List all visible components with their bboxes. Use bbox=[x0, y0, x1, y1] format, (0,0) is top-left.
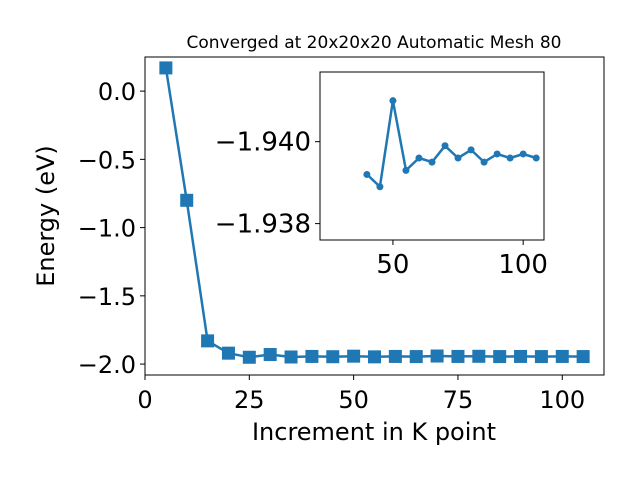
main-data-point bbox=[472, 349, 486, 363]
main-x-tick-label: 100 bbox=[539, 386, 585, 414]
main-data-point bbox=[221, 346, 235, 360]
inset-data-point bbox=[441, 142, 449, 150]
main-x-tick-label: 50 bbox=[338, 386, 369, 414]
main-plot: 0 25 50 75 100 0.0 −0.5 −1.0 −1.5 −2.0 bbox=[78, 56, 605, 414]
main-x-tick-label: 25 bbox=[234, 386, 265, 414]
main-data-point bbox=[430, 349, 444, 363]
main-data-point bbox=[409, 350, 423, 364]
chart-title: Converged at 20x20x20 Automatic Mesh 80 bbox=[187, 33, 562, 53]
main-y-tick-label: −1.5 bbox=[78, 283, 136, 311]
main-frame bbox=[144, 56, 605, 376]
main-data-point bbox=[555, 349, 569, 363]
inset-data-point bbox=[415, 154, 423, 162]
inset-data-point bbox=[480, 158, 488, 166]
main-data-point bbox=[201, 334, 215, 348]
main-data-point bbox=[159, 61, 173, 75]
main-data-point bbox=[388, 349, 402, 363]
inset-data-point bbox=[402, 166, 410, 174]
inset-y-tick-label: −1.940 bbox=[215, 128, 311, 158]
inset-plot: 50 100 −1.940 −1.938 bbox=[215, 71, 548, 280]
main-y-tick-label: −0.5 bbox=[78, 146, 136, 174]
main-data-point bbox=[242, 350, 256, 364]
y-axis-label: Energy (eV) bbox=[32, 145, 60, 287]
main-data-point bbox=[576, 350, 590, 364]
main-data-point bbox=[451, 349, 465, 363]
inset-y-tick-label: −1.938 bbox=[215, 210, 311, 240]
main-data-point bbox=[534, 350, 548, 364]
inset-data-point bbox=[493, 150, 501, 158]
inset-data-point bbox=[389, 97, 397, 105]
inset-data-point bbox=[376, 183, 384, 191]
x-axis-label: Increment in K point bbox=[252, 418, 496, 446]
main-x-tick-label: 75 bbox=[443, 386, 474, 414]
inset-data-point bbox=[363, 170, 371, 178]
inset-data-point bbox=[467, 146, 475, 154]
main-data-point bbox=[305, 349, 319, 363]
inset-frame bbox=[319, 71, 545, 241]
main-data-point bbox=[347, 349, 361, 363]
main-data-point bbox=[284, 350, 298, 364]
main-data-point bbox=[180, 193, 194, 207]
main-y-tick-label: −2.0 bbox=[78, 351, 136, 379]
main-x-tick-label: 0 bbox=[137, 386, 152, 414]
inset-data-point bbox=[428, 158, 436, 166]
inset-x-tick-label: 100 bbox=[498, 250, 548, 280]
main-data-point bbox=[368, 350, 381, 364]
main-data-point bbox=[514, 349, 528, 363]
inset-x-tick-label: 50 bbox=[376, 250, 409, 280]
main-data-point bbox=[493, 350, 507, 364]
main-data-point bbox=[326, 350, 340, 364]
inset-data-point bbox=[519, 150, 527, 158]
main-y-tick-label: −1.0 bbox=[78, 215, 136, 243]
main-y-tick-label: 0.0 bbox=[98, 78, 136, 106]
main-data-point bbox=[263, 348, 277, 362]
inset-data-point bbox=[532, 154, 540, 162]
inset-data-point bbox=[506, 154, 514, 162]
inset-data-point bbox=[454, 154, 462, 162]
